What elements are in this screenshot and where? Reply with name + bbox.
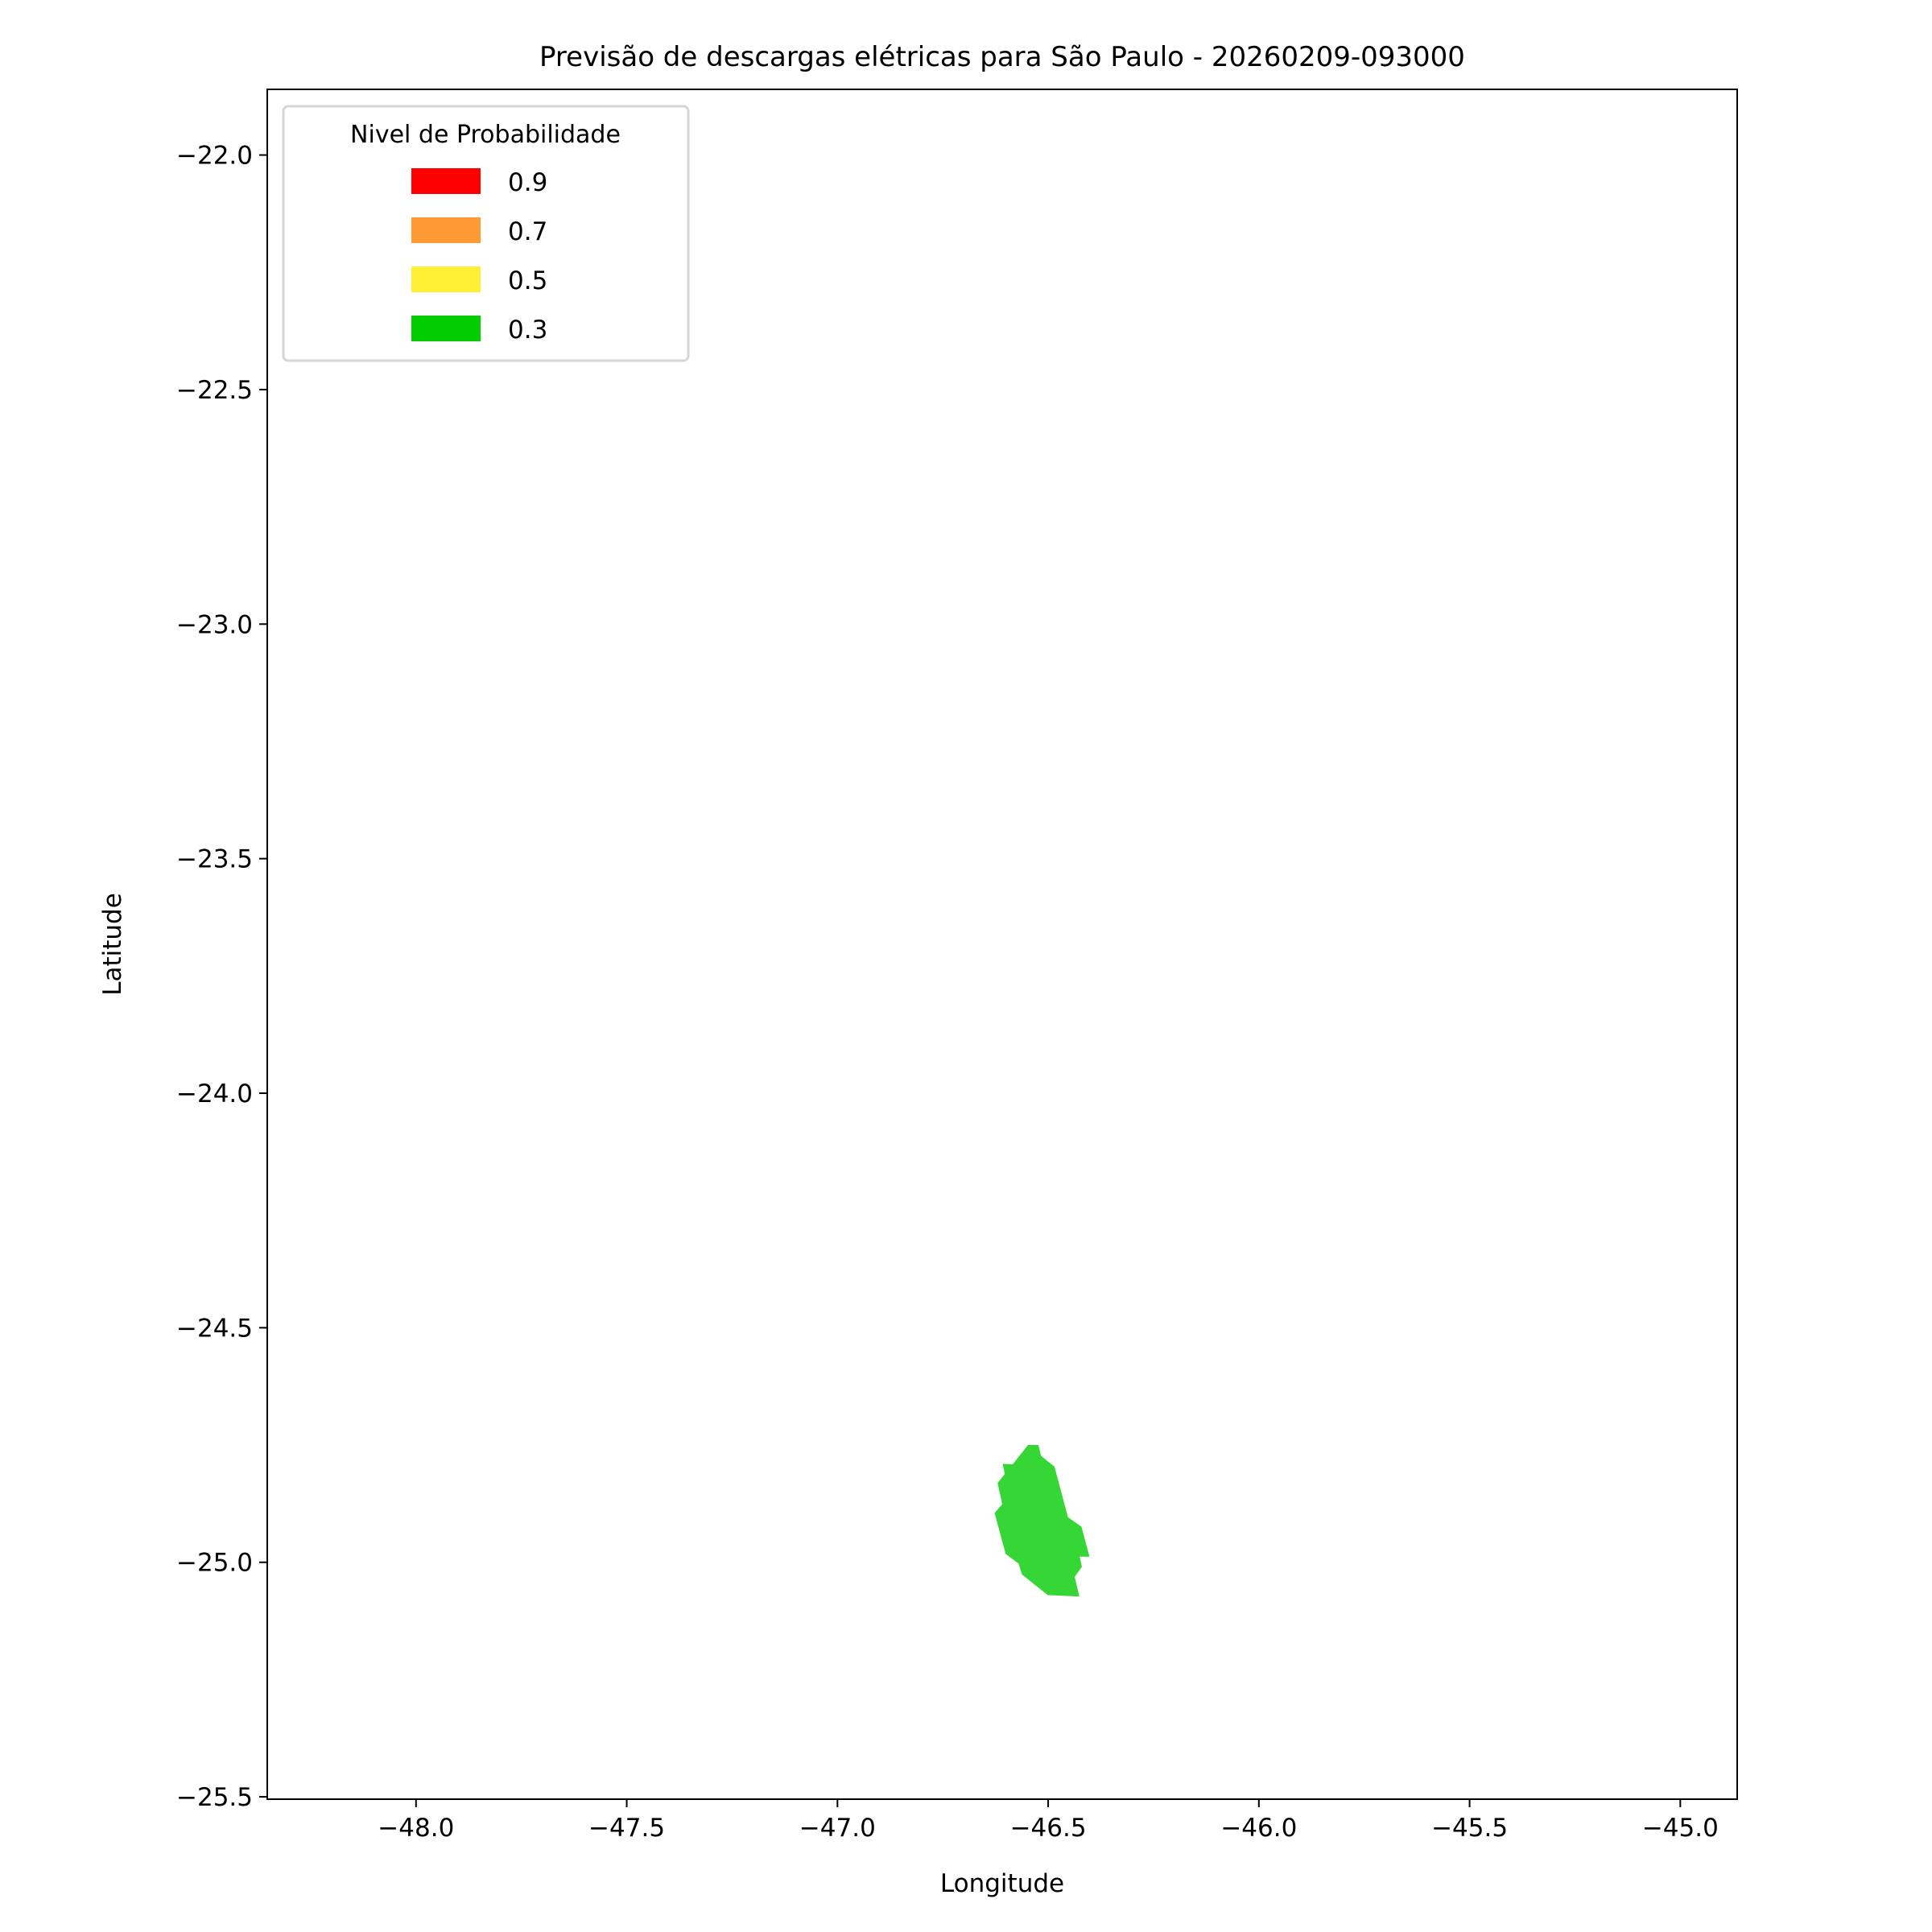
axes-frame bbox=[266, 89, 1738, 1800]
y-tick-label: −23.0 bbox=[176, 610, 253, 639]
x-tick-label: −47.0 bbox=[799, 1814, 876, 1843]
legend-box bbox=[282, 105, 690, 362]
x-tick-label: −48.0 bbox=[378, 1814, 454, 1843]
y-tick-label: −22.5 bbox=[176, 376, 253, 405]
legend-label: 0.7 bbox=[508, 217, 547, 246]
x-tick-label: −45.0 bbox=[1642, 1814, 1719, 1843]
y-tick-label: −25.5 bbox=[176, 1783, 253, 1812]
x-tick-label: −45.5 bbox=[1431, 1814, 1508, 1843]
legend-label: 0.3 bbox=[508, 316, 547, 345]
y-tick-label: −22.0 bbox=[176, 142, 253, 171]
legend-swatch bbox=[411, 316, 481, 341]
chart-title: Previsão de descargas elétricas para São… bbox=[539, 41, 1465, 73]
legend-swatch bbox=[411, 168, 481, 194]
x-tick-label: −46.5 bbox=[1010, 1814, 1087, 1843]
y-axis-label: Latitude bbox=[98, 893, 127, 996]
legend-swatch bbox=[411, 266, 481, 292]
y-tick-label: −23.5 bbox=[176, 845, 253, 874]
probability-area-polygon bbox=[994, 1445, 1090, 1597]
x-axis-label: Longitude bbox=[940, 1869, 1064, 1898]
x-tick-label: −47.5 bbox=[588, 1814, 665, 1843]
legend-label: 0.9 bbox=[508, 168, 547, 197]
legend-label: 0.5 bbox=[508, 266, 547, 295]
legend-title: Nivel de Probabilidade bbox=[350, 121, 621, 149]
legend: Nivel de Probabilidade 0.9 0.7 0.5 0.3 bbox=[282, 105, 690, 362]
y-tick-label: −25.0 bbox=[176, 1549, 253, 1578]
y-tick-label: −24.0 bbox=[176, 1080, 253, 1108]
x-tick-label: −46.0 bbox=[1220, 1814, 1297, 1843]
legend-swatch bbox=[411, 217, 481, 243]
y-tick-label: −24.5 bbox=[176, 1314, 253, 1343]
